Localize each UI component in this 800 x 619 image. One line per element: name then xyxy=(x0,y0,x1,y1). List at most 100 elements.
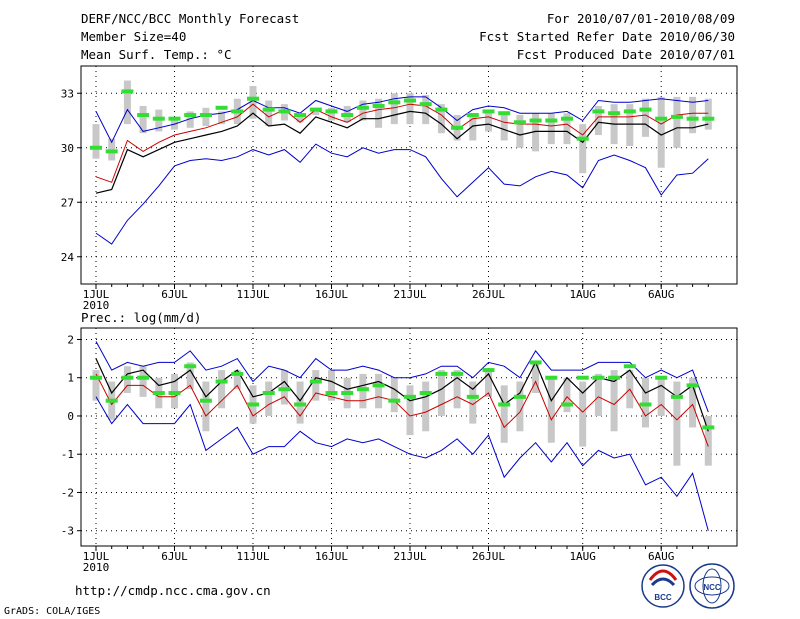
observation-marker xyxy=(592,375,605,380)
observation-marker xyxy=(372,103,385,108)
observation-marker xyxy=(623,109,636,114)
observation-marker xyxy=(199,398,212,403)
observation-marker xyxy=(419,102,432,107)
y-tick-label: -2 xyxy=(61,486,74,499)
observation-marker xyxy=(482,109,495,114)
observation-marker xyxy=(513,394,526,399)
observation-marker xyxy=(184,113,197,118)
spread-box xyxy=(516,381,524,432)
ncc-logo: NCC xyxy=(689,563,735,609)
observation-marker xyxy=(702,425,715,430)
observation-marker xyxy=(372,383,385,388)
x-tick-label: 26JUL xyxy=(472,550,505,563)
observation-marker xyxy=(325,109,338,114)
spread-box xyxy=(704,98,712,130)
spread-box xyxy=(296,115,304,123)
observation-marker xyxy=(325,391,338,396)
observation-marker xyxy=(670,394,683,399)
spread-box xyxy=(406,93,414,125)
observation-marker xyxy=(466,394,479,399)
y-tick-label: -3 xyxy=(61,525,74,538)
observation-marker xyxy=(686,116,699,121)
observation-marker xyxy=(655,375,668,380)
spread-box xyxy=(218,370,226,409)
spread-box xyxy=(123,80,131,125)
spread-box xyxy=(547,113,555,145)
observation-marker xyxy=(702,116,715,121)
observation-marker xyxy=(404,98,416,103)
observation-marker xyxy=(152,391,165,396)
observation-marker xyxy=(404,394,416,399)
x-tick-label: 1JUL xyxy=(83,288,110,301)
spread-box xyxy=(186,111,194,128)
spread-box xyxy=(689,377,697,428)
member-size: Member Size=40 xyxy=(81,29,187,44)
observation-marker xyxy=(670,114,683,119)
grads-credit: GrADS: COLA/IGES xyxy=(4,606,101,617)
observation-marker xyxy=(576,136,589,141)
spread-box xyxy=(532,113,540,152)
observation-marker xyxy=(482,368,495,373)
spread-box xyxy=(485,111,492,132)
x-tick-label: 21JUL xyxy=(393,550,426,563)
spread-box xyxy=(437,104,445,134)
y-tick-label: 30 xyxy=(61,142,74,155)
bcc-logo: BCC xyxy=(641,564,685,608)
observation-marker xyxy=(576,375,589,380)
year-label: 2010 xyxy=(83,299,110,312)
chart-title: DERF/NCC/BCC Monthly Forecast xyxy=(81,11,300,26)
spread-box xyxy=(563,377,571,413)
ncc-logo-text: NCC xyxy=(703,583,721,592)
observation-marker xyxy=(90,145,102,150)
spread-box xyxy=(547,377,555,443)
variable-label: Mean Surf. Temp.: °C xyxy=(81,47,232,62)
observation-marker xyxy=(639,402,652,407)
spread-box xyxy=(422,95,430,125)
spread-box xyxy=(390,377,398,413)
precip-panel-label: Prec.: log(mm/d) xyxy=(81,310,202,325)
observation-marker xyxy=(639,107,652,112)
spread-box xyxy=(233,370,241,390)
series-mean-line xyxy=(95,110,709,194)
spread-box xyxy=(171,116,178,130)
y-tick-label: 33 xyxy=(61,87,74,100)
spread-box xyxy=(610,370,618,432)
spread-box xyxy=(642,98,649,137)
source-url[interactable]: http://cmdp.ncc.cma.gov.cn xyxy=(75,583,271,598)
spread-box xyxy=(594,373,602,416)
spread-box xyxy=(390,93,398,125)
x-tick-label: 6JUL xyxy=(161,550,188,563)
observation-marker xyxy=(451,371,464,376)
observation-marker xyxy=(105,398,118,403)
x-tick-label: 26JUL xyxy=(472,288,505,301)
spread-box xyxy=(139,105,147,134)
observation-marker xyxy=(655,116,668,121)
spread-box xyxy=(375,373,383,409)
observation-marker xyxy=(341,113,354,118)
observation-marker xyxy=(529,360,542,365)
x-tick-label: 16JUL xyxy=(315,550,348,563)
observation-marker xyxy=(341,391,354,396)
spread-box xyxy=(500,111,508,141)
observation-marker xyxy=(466,113,479,118)
spread-box xyxy=(532,362,540,394)
observation-marker xyxy=(435,107,448,112)
observation-marker xyxy=(105,149,118,154)
series-median-line xyxy=(95,373,709,447)
observation-marker xyxy=(451,125,464,130)
spread-box xyxy=(265,100,273,126)
x-tick-label: 1JUL xyxy=(83,550,110,563)
observation-marker xyxy=(623,364,636,369)
observation-marker xyxy=(215,105,228,110)
observation-marker xyxy=(137,375,150,380)
series-max-line xyxy=(95,341,709,413)
spread-box xyxy=(218,111,226,125)
observation-marker xyxy=(247,96,259,101)
spread-box xyxy=(500,385,508,443)
spread-box xyxy=(328,370,335,401)
spread-box xyxy=(312,370,320,401)
spread-box xyxy=(375,98,383,128)
series-max-line xyxy=(95,96,709,144)
spread-box xyxy=(469,113,477,141)
